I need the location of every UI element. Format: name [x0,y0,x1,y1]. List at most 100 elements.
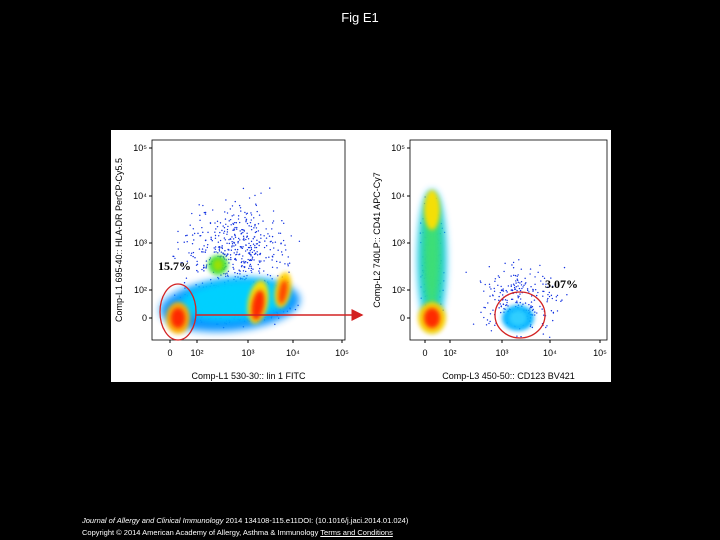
event-dot [524,302,527,304]
event-dot [276,267,278,269]
event-dot [177,241,179,244]
event-dot [239,230,241,232]
event-dot [256,210,258,213]
event-dot [258,267,261,270]
event-dot [528,291,530,293]
event-dot [226,233,228,235]
event-dot [252,243,255,245]
event-dot [530,295,533,297]
event-dot [248,253,251,255]
event-dot [250,259,252,262]
flow-plot: 10⁵ 10⁴ 10³ 10² 0 0 10² 10³ 10⁴ 10⁵ Comp-L1 530-30… [114,139,349,381]
event-dot [510,284,513,286]
event-dot [515,301,517,304]
event-dot [193,239,195,241]
event-dot [246,274,248,277]
event-dot [516,300,518,302]
event-dot [228,258,230,261]
copyright-line: Copyright © 2014 American Academy of All… [82,528,393,537]
event-dot [524,283,526,285]
event-dot [227,253,229,255]
event-dot [534,283,536,286]
density-region [509,310,527,326]
event-dot [250,265,252,268]
event-dot [246,232,248,234]
event-dot [254,231,257,234]
event-dot [516,289,518,292]
event-dot [242,231,244,234]
density-region [278,280,288,304]
event-dot [217,278,220,280]
event-dot [545,326,547,329]
event-dot [556,294,559,297]
event-dot [255,204,258,207]
event-dot [201,268,203,271]
event-dot [248,197,251,199]
event-dot [520,280,523,283]
event-dot [504,299,507,301]
event-dot [226,228,229,231]
event-dot [237,237,240,240]
event-dot [242,270,245,272]
x-tick-label: 0 [422,348,427,358]
event-dot [560,300,562,303]
event-dot [174,257,176,260]
flow-plot: 10⁵ 10⁴ 10³ 10² 0 0 10² 10³ 10⁴ 10⁵ Comp-L3 450-50… [372,139,608,381]
event-dot [253,253,256,256]
event-dot [209,222,212,224]
event-dot [232,223,235,226]
event-dot [233,214,235,216]
event-dot [533,299,536,301]
event-dot [550,294,553,297]
event-dot [485,324,488,326]
event-dot [248,252,251,254]
event-dot [217,235,220,237]
terms-link[interactable]: Terms and Conditions [320,528,393,537]
gate [494,291,546,339]
event-dot [498,276,501,279]
event-dot [199,214,201,217]
event-dot [512,261,515,264]
event-dot [219,222,222,224]
event-dot [223,230,226,232]
event-dot [501,289,504,291]
slide-title: Fig E1 [341,10,379,25]
event-dot [242,255,244,257]
citation-details: 2014 134108-115.e11DOI: (10.1016/j.jaci.… [225,516,409,525]
event-dot [255,243,258,245]
event-dot [238,269,240,271]
event-dot [499,303,501,305]
event-dot [249,263,252,266]
event-dot [539,264,541,267]
event-dot [231,241,233,243]
event-dot [259,261,261,263]
event-dot [220,251,223,253]
event-dot [226,254,228,257]
event-dot [201,248,204,250]
event-dot [488,266,491,268]
event-dot [498,295,500,298]
event-dot [226,212,229,214]
event-dot [530,286,532,288]
event-dot [531,326,534,329]
event-dot [227,270,230,273]
event-dot [537,271,539,274]
event-dot [182,267,185,270]
event-dot [206,264,208,266]
y-tick-label: 10⁵ [391,143,405,153]
event-dot [265,228,267,230]
event-dot [204,213,207,215]
event-dot [284,244,286,246]
event-dot [216,220,219,223]
event-dot [288,271,290,273]
event-dot [493,287,495,290]
event-dot [206,246,209,249]
event-dot [561,299,563,301]
event-dot [281,254,284,256]
event-dot [244,250,247,252]
event-dot [279,232,282,234]
x-tick-label: 10³ [495,348,508,358]
event-dot [480,281,482,284]
citation: Journal of Allergy and Clinical Immunolo… [82,516,408,525]
event-dot [258,214,261,216]
